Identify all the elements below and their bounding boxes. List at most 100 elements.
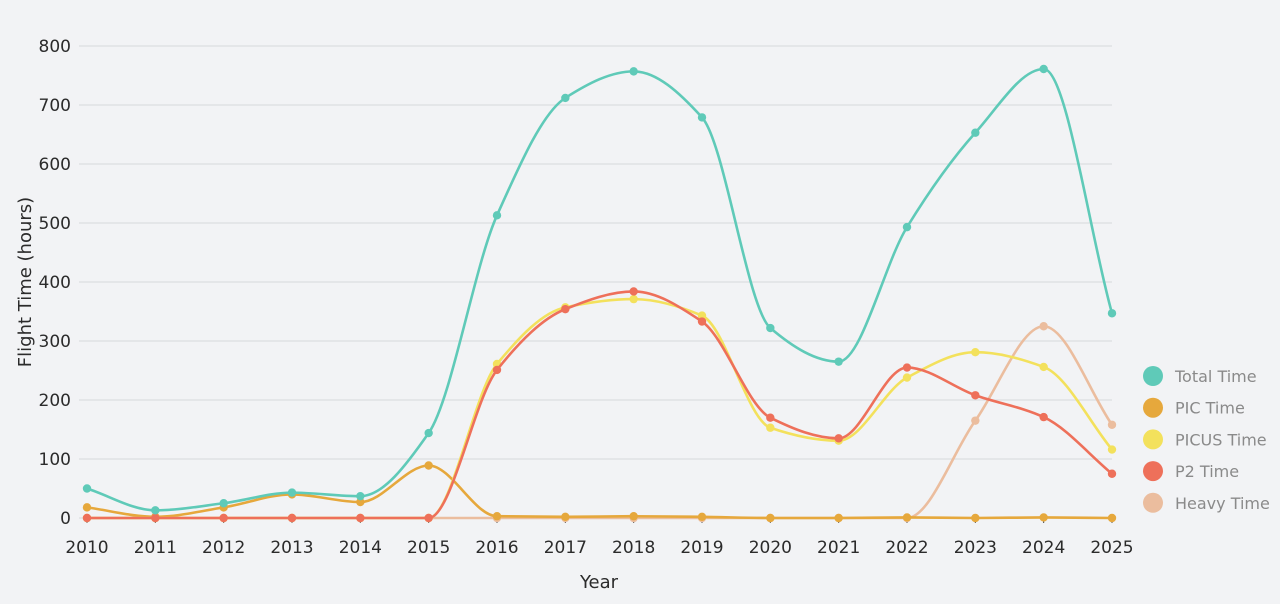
data-point-total-time [902, 222, 912, 232]
legend-item-p2-time[interactable]: P2 Time [1143, 461, 1239, 482]
data-point-total-time [834, 357, 843, 366]
data-point-pic-time [356, 497, 365, 507]
legend-item-heavy-time[interactable]: Heavy Time [1143, 492, 1270, 513]
data-point-pic-time [561, 512, 570, 522]
data-point-p2-time [219, 513, 228, 523]
x-tick-label: 2013 [270, 538, 313, 558]
data-point-pic-time [492, 512, 502, 521]
data-point-total-time [971, 128, 980, 137]
y-axis-ticks: 0 100 200 300 400 500 600 700 800 [39, 37, 71, 529]
data-point-p2-time [1039, 412, 1048, 422]
x-tick-label: 2023 [954, 538, 997, 558]
data-point-pic-time [1107, 513, 1117, 523]
series-heavy-time [82, 322, 1117, 523]
data-point-picus-time [1039, 362, 1048, 372]
data-point-total-time [1039, 64, 1048, 74]
series-line-pic-time [86, 464, 1113, 520]
data-point-p2-time [356, 513, 365, 523]
series-line-p2-time [87, 290, 1113, 520]
data-point-p2-time [629, 287, 638, 296]
legend-swatch [1143, 492, 1163, 513]
x-tick-label: 2022 [885, 538, 928, 558]
y-tick-label: 400 [39, 273, 71, 293]
data-point-pic-time [82, 503, 92, 512]
data-point-total-time [287, 488, 297, 497]
y-tick-label: 800 [39, 37, 71, 57]
data-point-p2-time [697, 317, 707, 326]
data-point-p2-time [561, 304, 570, 314]
legend-label: PIC Time [1175, 399, 1245, 418]
data-point-total-time [356, 491, 365, 501]
legend-swatch [1143, 429, 1163, 450]
x-axis-ticks: 2010 2011 2012 2013 2014 2015 2016 2017 2018 2019… [65, 518, 1134, 558]
data-point-p2-time [834, 434, 843, 443]
data-point-heavy-time [971, 416, 980, 425]
x-tick-label: 2018 [612, 538, 655, 558]
series-total-time [82, 64, 1117, 515]
y-tick-label: 200 [39, 391, 71, 411]
y-tick-label: 100 [39, 450, 71, 470]
data-point-p2-time [971, 391, 980, 400]
legend-label: P2 Time [1175, 462, 1239, 481]
data-point-total-time [766, 323, 775, 333]
data-point-p2-time [902, 363, 912, 372]
data-point-p2-time [1107, 469, 1117, 478]
data-point-p2-time [492, 365, 502, 375]
x-tick-label: 2025 [1090, 538, 1133, 558]
data-point-p2-time [424, 513, 433, 523]
data-point-heavy-time [1039, 322, 1048, 331]
series-layer [82, 64, 1117, 523]
y-grid [79, 45, 1112, 519]
data-point-p2-time [287, 513, 297, 523]
series-p2-time [82, 287, 1117, 523]
data-point-pic-time [902, 513, 912, 522]
legend-item-picus-time[interactable]: PICUS Time [1143, 429, 1267, 450]
data-point-total-time [151, 506, 160, 515]
data-point-heavy-time [1107, 420, 1117, 429]
legend[interactable]: Total Time PIC Time PICUS Time P2 Time Heavy… [1143, 366, 1270, 513]
legend-swatch [1143, 397, 1163, 418]
data-point-total-time [492, 211, 502, 220]
x-tick-label: 2014 [339, 538, 382, 558]
data-point-pic-time [766, 513, 775, 523]
legend-item-pic-time[interactable]: PIC Time [1143, 397, 1245, 418]
data-point-picus-time [697, 311, 707, 320]
data-point-total-time [424, 428, 433, 438]
x-tick-label: 2024 [1022, 538, 1065, 558]
legend-swatch [1143, 461, 1163, 482]
y-tick-label: 500 [39, 214, 71, 234]
data-point-p2-time [151, 513, 160, 523]
x-tick-label: 2010 [65, 538, 108, 558]
data-point-total-time [219, 499, 228, 508]
x-tick-label: 2015 [407, 538, 450, 558]
x-tick-label: 2017 [544, 538, 587, 558]
data-point-picus-time [902, 373, 912, 382]
y-tick-label: 0 [60, 509, 71, 529]
legend-item-total-time[interactable]: Total Time [1143, 366, 1257, 386]
data-point-picus-time [629, 294, 638, 304]
data-point-pic-time [1039, 513, 1048, 522]
legend-swatch [1143, 366, 1163, 386]
series-pic-time [82, 461, 1117, 523]
data-point-pic-time [834, 513, 843, 523]
data-point-p2-time [766, 413, 775, 422]
legend-label: PICUS Time [1175, 430, 1267, 449]
data-point-total-time [697, 113, 707, 122]
series-line-picus-time [87, 297, 1114, 520]
data-point-pic-time [629, 512, 638, 521]
data-point-total-time [561, 93, 570, 103]
x-tick-label: 2016 [475, 538, 518, 558]
data-point-picus-time [766, 423, 775, 432]
data-point-total-time [82, 484, 92, 493]
x-tick-label: 2019 [680, 538, 723, 558]
y-axis-title: Flight Time (hours) [15, 197, 36, 367]
x-tick-label: 2020 [749, 538, 792, 558]
x-axis-title: Year [579, 572, 619, 593]
data-point-pic-time [971, 513, 980, 523]
x-tick-label: 2012 [202, 538, 245, 558]
legend-label: Heavy Time [1175, 494, 1270, 513]
y-tick-label: 600 [39, 155, 71, 175]
data-point-picus-time [1107, 445, 1117, 454]
data-point-pic-time [697, 512, 707, 522]
